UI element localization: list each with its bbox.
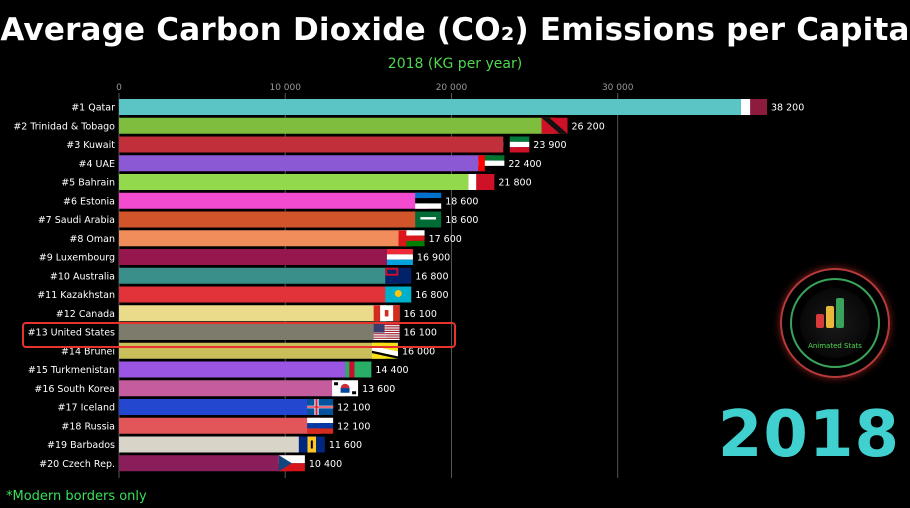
bar (119, 436, 312, 453)
bar-label: #7 Saudi Arabia (38, 215, 115, 226)
bar-label: #2 Trinidad & Tobago (13, 121, 115, 132)
australia-flag-icon (385, 267, 412, 284)
qatar-flag-icon (741, 99, 767, 115)
bar-value-label: 16 100 (404, 328, 437, 339)
bar-value-label: 18 600 (445, 215, 478, 226)
oman-flag-icon (398, 230, 425, 247)
bar-label: #13 United States (28, 328, 115, 339)
bar-label: #3 Kuwait (66, 140, 115, 151)
bar-label: #19 Barbados (47, 440, 115, 451)
bar (119, 399, 321, 415)
bar-value-label: 18 600 (445, 196, 478, 207)
bar-value-label: 16 800 (415, 271, 448, 282)
bar-value-label: 12 100 (337, 421, 370, 432)
x-tick-label: 0 (116, 83, 122, 93)
bar-label: #18 Russia (61, 421, 115, 432)
footnote: *Modern borders only (6, 489, 147, 504)
bar (119, 117, 555, 134)
bar-label: #17 Iceland (58, 403, 115, 414)
bar-label: #11 Kazakhstan (37, 290, 115, 301)
bar-value-label: 23 900 (533, 140, 566, 151)
bar (119, 455, 292, 472)
bar (119, 267, 399, 284)
bar-label: #16 South Korea (34, 384, 115, 395)
bar-label: #14 Brunei (61, 346, 115, 357)
bar-label: #5 Bahrain (61, 178, 115, 189)
chart-title: Average Carbon Dioxide (CO₂) Emissions p… (0, 12, 910, 48)
bar (119, 211, 429, 228)
bar (119, 192, 429, 209)
bar-value-label: 22 400 (508, 159, 541, 170)
bar-label: #10 Australia (50, 271, 115, 282)
bar-label: #6 Estonia (63, 196, 115, 207)
bar-value-label: 16 800 (415, 290, 448, 301)
bar-value-label: 38 200 (771, 103, 804, 114)
barbados-flag-icon (298, 436, 325, 453)
bar (119, 230, 412, 247)
bar-value-label: 12 100 (337, 403, 370, 414)
bar-value-label: 11 600 (329, 440, 362, 451)
turkmenistan-flag-icon (345, 361, 372, 378)
iceland-flag-icon (307, 399, 334, 415)
luxembourg-flag-icon (386, 249, 413, 265)
bar (119, 99, 754, 115)
bar-label: #20 Czech Rep. (39, 459, 115, 470)
bar-value-label: 13 600 (362, 384, 395, 395)
bar-value-label: 16 000 (402, 346, 435, 357)
bar (119, 305, 387, 322)
bar-label: #4 UAE (79, 159, 115, 170)
logo-brand-text: Animated Stats (808, 342, 862, 350)
usa-flag-icon (373, 324, 400, 340)
bar (119, 380, 346, 397)
bar (119, 249, 400, 265)
bar (119, 324, 387, 340)
bar-label: #9 Luxembourg (39, 253, 115, 264)
saudi-arabia-flag-icon (415, 211, 442, 228)
kazakhstan-flag-icon (385, 286, 412, 303)
bar-value-label: 21 800 (498, 178, 531, 189)
bar (119, 417, 321, 434)
chart-subtitle: 2018 (KG per year) (387, 56, 523, 72)
x-tick-label: 10 000 (269, 83, 301, 93)
bar (119, 286, 399, 303)
x-tick-label: 20 000 (436, 83, 468, 93)
bar-label: #12 Canada (56, 309, 115, 320)
trinidad-tobago-flag-icon (541, 117, 568, 134)
estonia-flag-icon (415, 192, 442, 209)
bar-label: #8 Oman (69, 234, 115, 245)
bar-label: #15 Turkmenistan (28, 365, 115, 376)
bahrain-flag-icon (468, 174, 495, 190)
bar (119, 361, 359, 378)
uae-flag-icon (478, 155, 505, 172)
bar-value-label: 26 200 (572, 121, 605, 132)
highlight-box (22, 322, 456, 348)
bar (119, 155, 492, 172)
bar-value-label: 10 400 (309, 459, 342, 470)
bar (119, 136, 517, 153)
canada-flag-icon (373, 305, 400, 322)
czech-flag-icon (278, 455, 305, 472)
south-korea-flag-icon (332, 380, 359, 397)
bar-value-label: 17 600 (429, 234, 462, 245)
bar-value-label: 16 900 (417, 253, 450, 264)
bar-value-label: 14 400 (375, 365, 408, 376)
kuwait-flag-icon (503, 136, 530, 153)
bar (119, 174, 482, 190)
year-display: 2018 (717, 398, 900, 472)
x-tick-label: 30 000 (602, 83, 634, 93)
bar-label: #1 Qatar (71, 103, 115, 114)
bar-value-label: 16 100 (404, 309, 437, 320)
logo-mark-icon (816, 298, 852, 328)
animated-stats-logo: Animated Stats (780, 268, 890, 378)
russia-flag-icon (307, 417, 334, 434)
